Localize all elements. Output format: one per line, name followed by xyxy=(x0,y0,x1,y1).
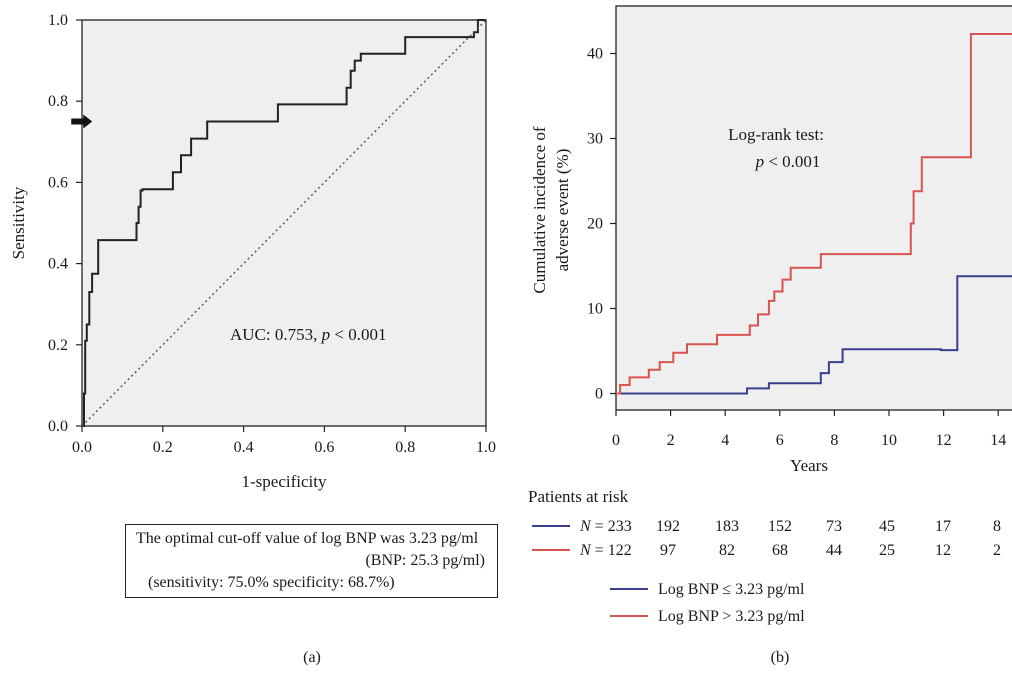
incidence-y-tick-label: 10 xyxy=(587,301,603,318)
risk-row-n-label: N = 233 xyxy=(579,518,632,535)
incidence-y-tick-label: 30 xyxy=(587,131,603,148)
roc-y-tick-label: 0.8 xyxy=(48,93,68,110)
roc-x-tick-label: 0.2 xyxy=(153,439,173,456)
incidence-y-tick-label: 20 xyxy=(587,216,603,233)
risk-count: 12 xyxy=(935,542,951,559)
risk-count: 73 xyxy=(826,518,842,535)
risk-count: 68 xyxy=(772,542,788,559)
incidence-y-tick-label: 40 xyxy=(587,46,603,63)
roc-y-tick-label: 0.2 xyxy=(48,337,68,354)
risk-count: 17 xyxy=(935,518,951,535)
risk-count: 8 xyxy=(993,518,1001,535)
cutoff-arrow xyxy=(71,114,93,129)
cutoff-note-box: The optimal cut-off value of log BNP was… xyxy=(125,524,498,598)
roc-x-label: 1-specificity xyxy=(242,472,327,491)
roc-series xyxy=(81,19,487,427)
roc-x-tick-label: 0.8 xyxy=(395,439,415,456)
risk-count: 192 xyxy=(656,518,680,535)
roc-auc-annotation: AUC: 0.753, p < 0.001 xyxy=(230,325,386,344)
incidence-y-label-line2: adverse event (%) xyxy=(553,149,572,272)
roc-x-tick-label: 0.4 xyxy=(234,439,254,456)
incidence-x-tick-label: 2 xyxy=(667,432,675,449)
roc-panel: 0.0 0.2 0.4 0.6 0.8 1.0 0.0 0.2 0.4 0.6 0.8 1.0 AUC… xyxy=(9,12,496,666)
risk-count: 97 xyxy=(660,542,676,559)
risk-count: 152 xyxy=(768,518,792,535)
risk-count: 2 xyxy=(993,542,1001,559)
roc-y-tick-label: 0.6 xyxy=(48,174,68,191)
incidence-x-tick-label: 10 xyxy=(881,432,897,449)
risk-table-title: Patients at risk xyxy=(528,487,629,506)
incidence-x-tick-label: 6 xyxy=(776,432,784,449)
logrank-title: Log-rank test: xyxy=(728,125,824,144)
incidence-x-tick-label: 14 xyxy=(990,432,1006,449)
roc-x-tick-label: 0.6 xyxy=(314,439,334,456)
cutoff-note-line-3: (sensitivity: 75.0% specificity: 68.7%) xyxy=(148,574,395,591)
cutoff-note-line-1: The optimal cut-off value of log BNP was… xyxy=(136,530,479,547)
low-bnp-curve xyxy=(616,275,1012,395)
arrow-right-icon xyxy=(71,114,93,129)
roc-y-tick-label: 1.0 xyxy=(48,12,68,29)
roc-y-tick-label: 0.0 xyxy=(48,418,68,435)
incidence-x-tick-label: 4 xyxy=(721,432,729,449)
incidence-y-tick-label: 0 xyxy=(595,386,603,403)
legend-label: Log BNP > 3.23 pg/ml xyxy=(658,608,805,625)
roc-x-tick-label: 0.0 xyxy=(72,439,92,456)
risk-count: 25 xyxy=(879,542,895,559)
panel-a-caption: (a) xyxy=(303,649,321,666)
roc-y-label: Sensitivity xyxy=(9,186,28,259)
cutoff-note-line-2: (BNP: 25.3 pg/ml) xyxy=(365,552,485,569)
roc-ticks: 0.0 0.2 0.4 0.6 0.8 1.0 0.0 0.2 0.4 0.6 0.8 1.0 xyxy=(48,12,496,456)
risk-count: 45 xyxy=(879,518,895,535)
risk-table: N = 233 192 183 152 73 45 17 8 N = 122 97 82 68 44 25… xyxy=(532,518,1001,559)
incidence-ticks: 0 2 4 6 8 10 12 14 0 10 20 30 40 xyxy=(587,46,1006,450)
roc-x-tick-label: 1.0 xyxy=(476,439,496,456)
incidence-series xyxy=(616,33,1012,395)
incidence-x-tick-label: 8 xyxy=(830,432,838,449)
legend-label: Log BNP ≤ 3.23 pg/ml xyxy=(658,581,805,598)
risk-row-n-label: N = 122 xyxy=(579,542,632,559)
risk-count: 82 xyxy=(719,542,735,559)
risk-count: 44 xyxy=(826,542,842,559)
risk-count: 183 xyxy=(715,518,739,535)
roc-curve xyxy=(82,19,486,427)
reference-diagonal-line xyxy=(81,19,487,427)
panel-b-caption: (b) xyxy=(771,649,790,666)
incidence-x-tick-label: 12 xyxy=(936,432,952,449)
logrank-p-value: p < 0.001 xyxy=(755,152,821,171)
incidence-x-label: Years xyxy=(790,456,828,475)
high-bnp-curve xyxy=(616,33,1012,395)
legend: Log BNP ≤ 3.23 pg/ml Log BNP > 3.23 pg/ml xyxy=(610,581,805,625)
incidence-y-label-line1: Cumulative incidence of xyxy=(530,126,549,293)
incidence-plot-area xyxy=(615,5,1012,411)
incidence-x-tick-label: 0 xyxy=(612,432,620,449)
roc-y-tick-label: 0.4 xyxy=(48,256,68,273)
